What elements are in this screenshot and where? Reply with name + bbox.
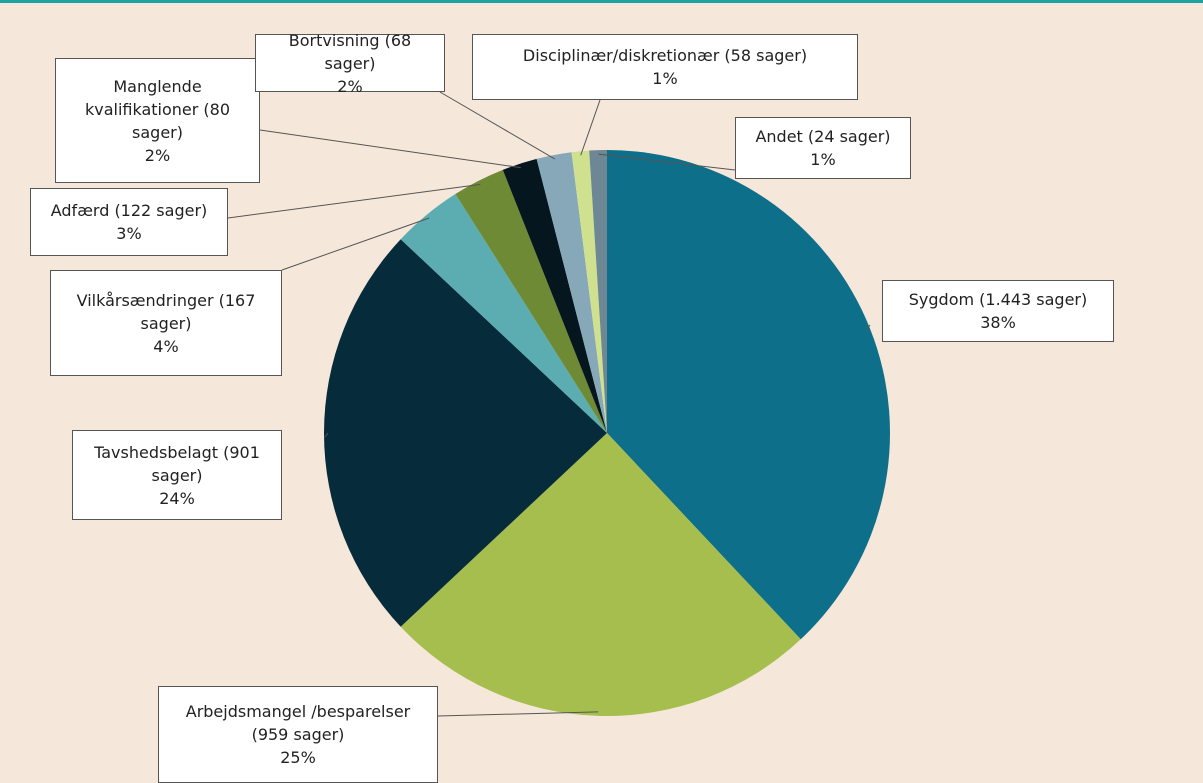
category-label: Vilkårsændringer (167 sager) [76, 290, 256, 333]
leader-line [227, 183, 481, 219]
percent-label: 1% [652, 69, 678, 88]
data-label: Bortvisning (68 sager) 2% [255, 31, 445, 96]
pie-slice [400, 433, 801, 716]
percent-label: 1% [810, 150, 836, 169]
data-label: Tavshedsbelagt (901 sager) 24% [72, 430, 282, 520]
percent-label: 2% [144, 145, 171, 165]
data-label: Andet (24 sager) 1% [735, 117, 911, 179]
data-label: Adfærd (122 sager) 3% [30, 188, 228, 256]
leader-line [281, 217, 430, 271]
leader-line [598, 153, 736, 171]
pie-slice [323, 239, 607, 627]
category-label: Tavshedsbelagt (901 sager) [94, 442, 260, 485]
category-label: Andet (24 sager) [755, 127, 891, 146]
category-label: Manglende kvalifikationer (80 sager) [84, 76, 231, 142]
leader-line [259, 129, 521, 169]
percent-label: 2% [337, 76, 363, 96]
pie-slice [502, 158, 607, 433]
data-label: Vilkårsændringer (167 sager) 4% [50, 270, 282, 376]
top-bar [0, 0, 1203, 3]
leader-line [437, 711, 599, 717]
percent-label: 24% [159, 488, 195, 508]
leader-line [324, 432, 329, 438]
category-label: Arbejdsmangel /besparelser (959 sager) [185, 702, 411, 744]
category-label: Sygdom (1.443 sager) [908, 290, 1088, 309]
leader-line [439, 91, 555, 160]
pie-slice [571, 150, 607, 433]
leader-line [580, 99, 601, 156]
category-label: Disciplinær/diskretionær (58 sager) [522, 46, 808, 65]
percent-label: 4% [153, 336, 179, 356]
pie-slice [536, 152, 607, 433]
pie-slice [607, 150, 890, 640]
pie-slice [400, 194, 607, 433]
data-label: Disciplinær/diskretionær (58 sager) 1% [472, 34, 858, 100]
leader-line [865, 324, 871, 331]
percent-label: 25% [280, 748, 316, 767]
category-label: Adfærd (122 sager) [50, 201, 208, 220]
data-label: Manglende kvalifikationer (80 sager) 2% [55, 58, 260, 183]
data-label: Arbejdsmangel /besparelser (959 sager) 25… [158, 686, 438, 783]
data-label: Sygdom (1.443 sager) 38% [882, 280, 1114, 342]
category-label: Bortvisning (68 sager) [288, 30, 412, 73]
pie-slice [589, 150, 607, 433]
percent-label: 3% [116, 224, 142, 243]
percent-label: 38% [980, 313, 1016, 332]
pie-slice [455, 169, 607, 433]
